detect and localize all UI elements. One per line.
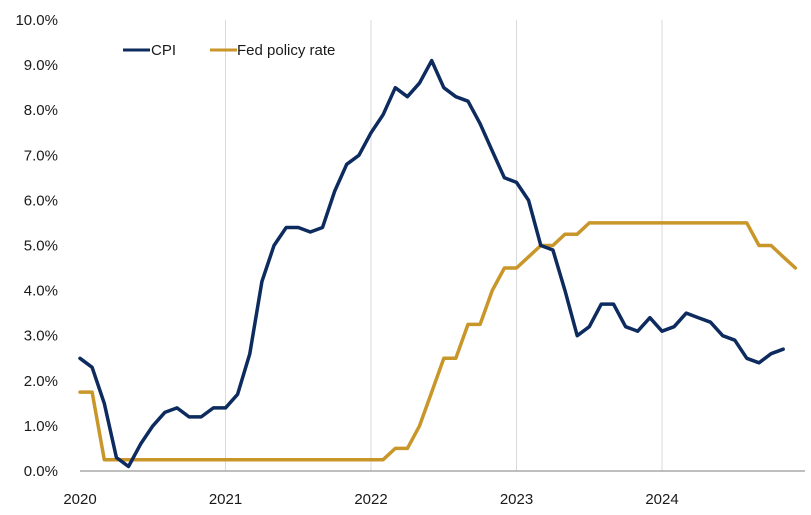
legend-label-cpi: CPI (151, 42, 176, 59)
x-tick-label: 2024 (645, 491, 678, 508)
series-line-cpi (78, 58, 785, 469)
y-tick-label: 7.0% (24, 147, 58, 164)
legend-item-fed-policy-rate: Fed policy rate (210, 42, 335, 59)
series-lines (78, 58, 798, 469)
y-tick-label: 10.0% (15, 12, 58, 29)
x-tick-label: 2020 (63, 491, 96, 508)
y-tick-label: 6.0% (24, 192, 58, 209)
series-line-fed-policy-rate (78, 221, 798, 462)
y-tick-label: 8.0% (24, 102, 58, 119)
legend-label-fed-policy-rate: Fed policy rate (237, 42, 335, 59)
x-tick-label: 2023 (500, 491, 533, 508)
legend: CPI Fed policy rate (123, 42, 335, 59)
y-tick-label: 1.0% (24, 418, 58, 435)
y-tick-labels: 0.0% 1.0% 2.0% 3.0% 4.0% 5.0% 6.0% 7.0% 8.0% 9.0%… (15, 12, 58, 480)
x-tick-label: 2021 (209, 491, 242, 508)
y-tick-label: 9.0% (24, 57, 58, 74)
y-tick-label: 3.0% (24, 328, 58, 345)
y-tick-label: 5.0% (24, 238, 58, 255)
legend-item-cpi: CPI (123, 42, 176, 59)
y-tick-label: 4.0% (24, 283, 58, 300)
x-tick-label: 2022 (354, 491, 387, 508)
x-tick-labels: 2020 2021 2022 2023 2024 (63, 491, 678, 508)
y-tick-label: 0.0% (24, 463, 58, 480)
y-tick-label: 2.0% (24, 373, 58, 390)
gridlines (225, 20, 663, 471)
